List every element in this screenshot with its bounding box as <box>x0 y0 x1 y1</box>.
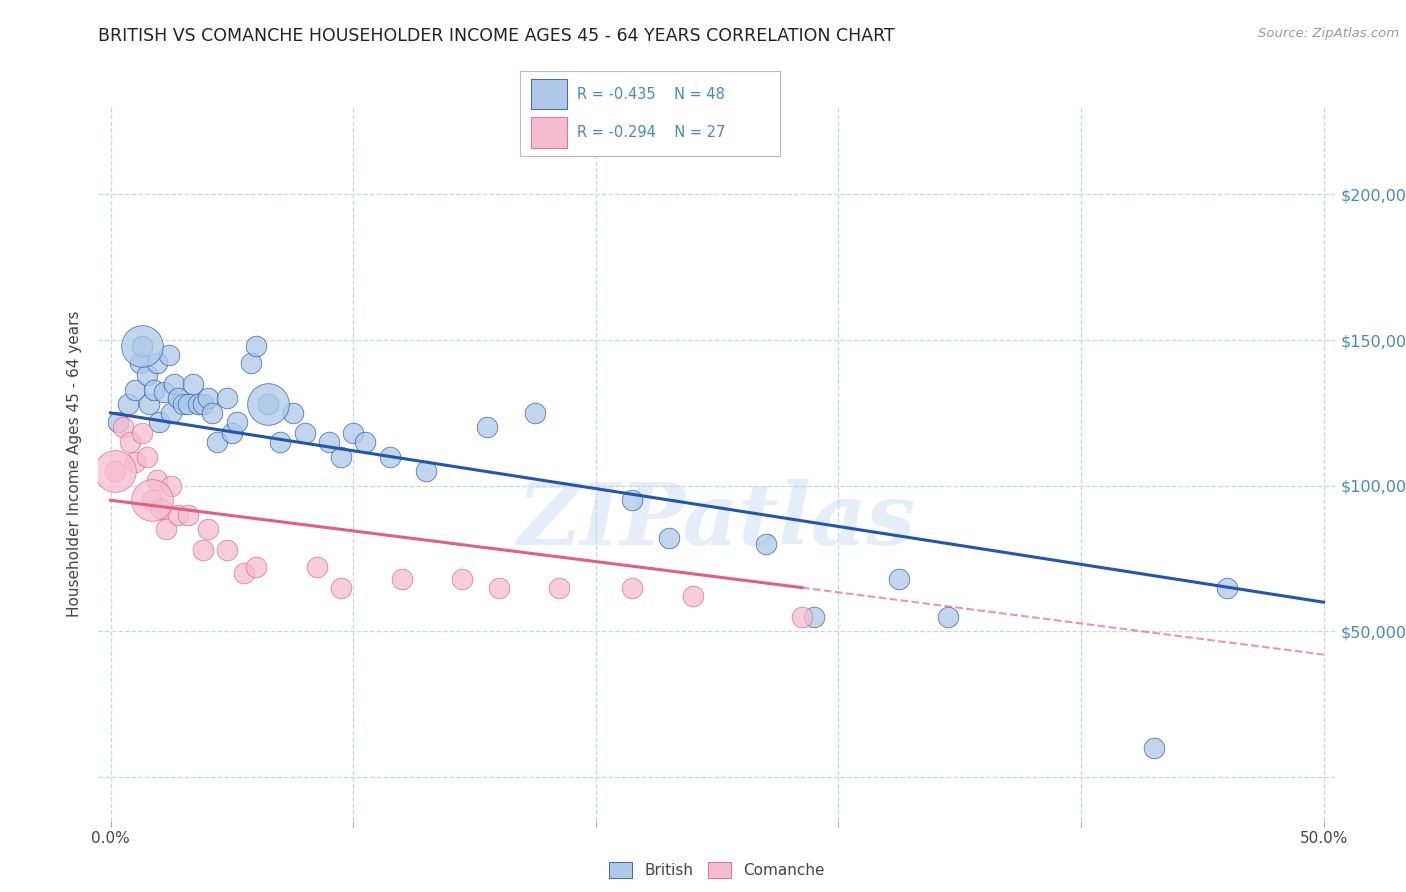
Point <box>318 435 340 450</box>
Point <box>755 537 778 551</box>
Point <box>117 397 139 411</box>
Point <box>936 609 959 624</box>
Point <box>257 397 280 411</box>
Y-axis label: Householder Income Ages 45 - 64 years: Householder Income Ages 45 - 64 years <box>67 310 83 617</box>
Bar <box>530 79 567 110</box>
Point <box>155 522 177 536</box>
Point <box>240 356 263 370</box>
Point <box>548 581 571 595</box>
Point <box>378 450 401 464</box>
Point <box>354 435 377 450</box>
Point <box>233 566 256 580</box>
Point <box>197 392 219 406</box>
Point <box>131 426 153 441</box>
Point <box>790 609 813 624</box>
Point <box>621 581 644 595</box>
Point <box>475 420 498 434</box>
Point <box>131 339 153 353</box>
Point <box>197 522 219 536</box>
Point <box>415 464 437 478</box>
Bar <box>530 117 567 147</box>
Point <box>157 348 180 362</box>
Point <box>294 426 316 441</box>
Point <box>150 502 173 516</box>
Point <box>657 531 679 545</box>
Point <box>621 493 644 508</box>
Point <box>191 397 214 411</box>
Point <box>1215 581 1237 595</box>
Point <box>177 397 200 411</box>
Point <box>257 397 280 411</box>
Point <box>128 356 150 370</box>
Point <box>143 383 166 397</box>
Point <box>145 473 167 487</box>
Point <box>245 560 267 574</box>
Point <box>160 406 183 420</box>
Point <box>153 385 176 400</box>
Text: ZIPatlas: ZIPatlas <box>517 479 917 563</box>
Point <box>118 435 141 450</box>
Text: BRITISH VS COMANCHE HOUSEHOLDER INCOME AGES 45 - 64 YEARS CORRELATION CHART: BRITISH VS COMANCHE HOUSEHOLDER INCOME A… <box>98 27 896 45</box>
Point <box>136 450 159 464</box>
Point <box>281 406 304 420</box>
Point <box>138 397 160 411</box>
Point <box>191 542 214 557</box>
Point <box>107 415 129 429</box>
Point <box>124 383 146 397</box>
Point <box>131 339 153 353</box>
Text: R = -0.294    N = 27: R = -0.294 N = 27 <box>578 125 725 140</box>
Point <box>225 415 247 429</box>
Point <box>124 455 146 469</box>
Point <box>111 420 134 434</box>
Point <box>167 508 190 522</box>
Point <box>141 493 163 508</box>
Point <box>104 464 127 478</box>
Point <box>887 572 910 586</box>
Point <box>167 392 190 406</box>
Point <box>245 339 267 353</box>
Legend: British, Comanche: British, Comanche <box>603 855 831 884</box>
Point <box>269 435 291 450</box>
Point <box>1143 740 1166 755</box>
Point <box>488 581 510 595</box>
Text: Source: ZipAtlas.com: Source: ZipAtlas.com <box>1258 27 1399 40</box>
Point <box>172 397 194 411</box>
Point <box>215 392 238 406</box>
Point <box>682 590 704 604</box>
Point <box>391 572 413 586</box>
Point <box>201 406 224 420</box>
Point <box>803 609 825 624</box>
Point <box>141 493 163 508</box>
Point <box>451 572 474 586</box>
Text: R = -0.435    N = 48: R = -0.435 N = 48 <box>578 87 725 102</box>
Point <box>162 376 184 391</box>
Point <box>177 508 200 522</box>
Point <box>207 435 229 450</box>
Point <box>330 581 353 595</box>
Point <box>215 542 238 557</box>
Point <box>136 368 159 382</box>
Point <box>181 376 204 391</box>
Point <box>187 397 209 411</box>
Point <box>145 356 167 370</box>
Point <box>148 415 170 429</box>
Point <box>221 426 243 441</box>
Point <box>305 560 328 574</box>
Point <box>330 450 353 464</box>
Point <box>160 478 183 492</box>
Point <box>524 406 547 420</box>
Point <box>342 426 364 441</box>
Point <box>104 464 127 478</box>
